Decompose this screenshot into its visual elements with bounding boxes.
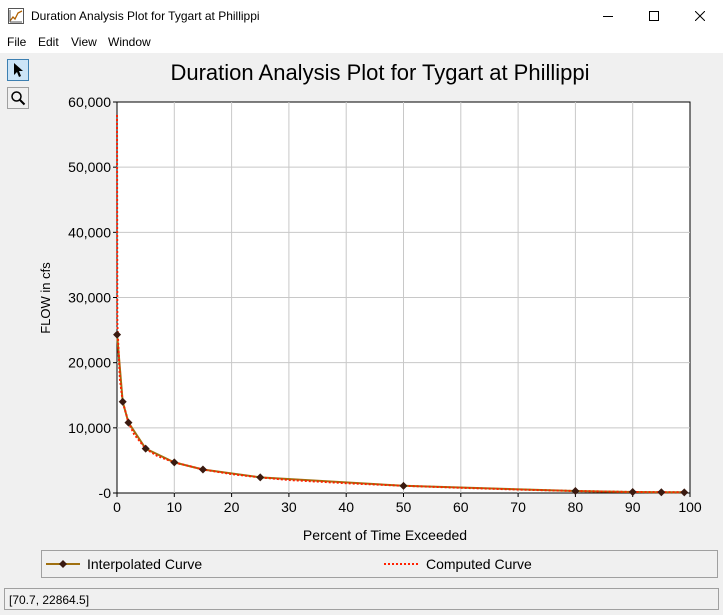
y-tick-label: 10,000: [68, 420, 111, 436]
close-button[interactable]: [677, 0, 723, 31]
menu-view[interactable]: View: [71, 35, 97, 49]
interpolated-point-marker: [256, 473, 265, 482]
pointer-arrow-icon: [14, 63, 23, 77]
x-tick-label: 50: [396, 499, 412, 515]
y-tick-label: 60,000: [68, 94, 111, 110]
series-lines: [113, 114, 689, 497]
title-bar: Duration Analysis Plot for Tygart at Phi…: [0, 0, 723, 31]
legend-label-computed: Computed Curve: [426, 556, 532, 572]
interpolated-point-marker: [399, 481, 408, 490]
interpolated-point-marker: [198, 465, 207, 474]
chart-title: Duration Analysis Plot for Tygart at Phi…: [170, 60, 589, 85]
pointer-tool-button[interactable]: [7, 59, 29, 81]
legend: Interpolated Curve Computed Curve: [41, 550, 718, 578]
menu-file[interactable]: File: [7, 35, 27, 49]
magnifier-icon: [11, 91, 26, 106]
y-axis-label: FLOW in cfs: [38, 262, 53, 334]
y-tick-label: 30,000: [68, 290, 111, 306]
legend-swatch-interpolated: [46, 560, 80, 568]
grid-lines: [117, 102, 690, 493]
menu-bar: File Edit View Window: [0, 31, 723, 53]
interpolated-point-marker: [170, 458, 179, 467]
maximize-button[interactable]: [631, 0, 677, 31]
interpolated-point-marker: [124, 418, 133, 427]
window-title: Duration Analysis Plot for Tygart at Phi…: [31, 9, 260, 23]
x-tick-label: 80: [568, 499, 584, 515]
cursor-coordinates: [70.7, 22864.5]: [9, 593, 90, 607]
x-tick-label: 90: [625, 499, 641, 515]
x-tick-label: 20: [224, 499, 240, 515]
interpolated-point-marker: [141, 444, 150, 453]
y-tick-label: -0: [99, 485, 112, 501]
close-icon: [695, 10, 705, 21]
y-tick-label: 20,000: [68, 355, 111, 371]
x-tick-label: 10: [167, 499, 183, 515]
legend-swatch-computed: [384, 563, 418, 565]
interpolated-point-marker: [628, 488, 637, 497]
x-tick-label: 30: [281, 499, 297, 515]
minimize-icon: [603, 15, 613, 17]
x-tick-label: 60: [453, 499, 469, 515]
duration-plot[interactable]: Duration Analysis Plot for Tygart at Phi…: [0, 53, 723, 548]
menu-edit[interactable]: Edit: [38, 35, 59, 49]
x-tick-label: 100: [678, 499, 702, 515]
interpolated-point-marker: [571, 487, 580, 496]
zoom-tool-button[interactable]: [7, 87, 29, 109]
x-axis-ticks: 0 10 20 30 40 50 60 70 80 90 100: [113, 493, 702, 515]
x-tick-label: 40: [338, 499, 354, 515]
status-bar: [70.7, 22864.5]: [4, 588, 719, 610]
y-axis-ticks: -0 10,000 20,000 30,000 40,000 50,000 60,000: [68, 94, 117, 501]
y-tick-label: 40,000: [68, 224, 111, 240]
chart-app-icon: [8, 8, 24, 24]
menu-window[interactable]: Window: [108, 35, 151, 49]
interpolated-point-marker: [657, 488, 666, 497]
interpolated-point-marker: [118, 397, 127, 406]
maximize-icon: [649, 10, 659, 21]
x-axis-label: Percent of Time Exceeded: [303, 527, 467, 543]
x-tick-label: 0: [113, 499, 121, 515]
plot-window-client: Duration Analysis Plot for Tygart at Phi…: [0, 53, 723, 615]
y-tick-label: 50,000: [68, 159, 111, 175]
interpolated-point-marker: [113, 330, 122, 339]
legend-label-interpolated: Interpolated Curve: [87, 556, 203, 572]
minimize-button[interactable]: [585, 0, 631, 31]
x-tick-label: 70: [510, 499, 526, 515]
interpolated-point-marker: [680, 488, 689, 497]
